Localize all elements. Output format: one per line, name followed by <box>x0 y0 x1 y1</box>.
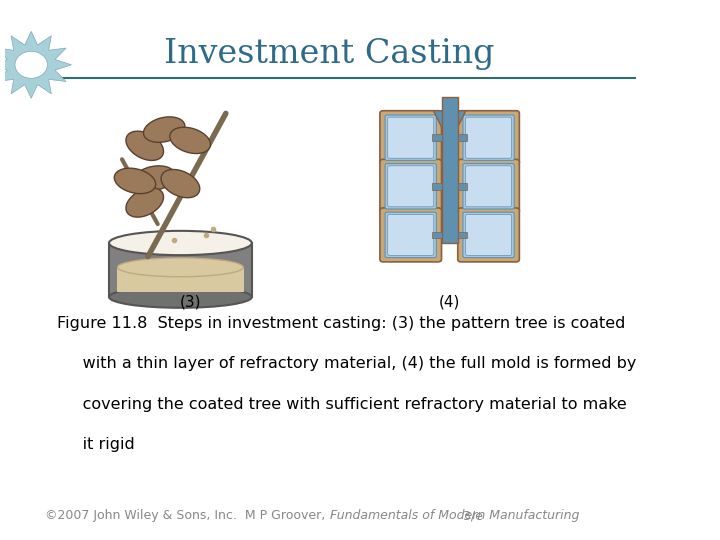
FancyBboxPatch shape <box>466 166 512 207</box>
Text: ©2007 John Wiley & Sons, Inc.  M P Groover,: ©2007 John Wiley & Sons, Inc. M P Groove… <box>45 509 330 522</box>
FancyBboxPatch shape <box>385 115 436 160</box>
FancyBboxPatch shape <box>387 166 433 207</box>
Polygon shape <box>458 183 467 190</box>
Polygon shape <box>432 232 441 238</box>
FancyBboxPatch shape <box>463 164 514 209</box>
FancyBboxPatch shape <box>466 214 512 255</box>
Text: 3/e: 3/e <box>459 509 483 522</box>
FancyBboxPatch shape <box>458 159 519 213</box>
Polygon shape <box>432 134 441 141</box>
Ellipse shape <box>109 286 252 308</box>
Polygon shape <box>126 188 163 217</box>
FancyBboxPatch shape <box>458 111 519 165</box>
Polygon shape <box>117 267 244 292</box>
Polygon shape <box>109 243 252 297</box>
Text: covering the coated tree with sufficient refractory material to make: covering the coated tree with sufficient… <box>57 397 627 412</box>
FancyBboxPatch shape <box>385 212 436 258</box>
Polygon shape <box>432 183 441 190</box>
Text: Fundamentals of Modern Manufacturing: Fundamentals of Modern Manufacturing <box>330 509 579 522</box>
Polygon shape <box>161 170 199 198</box>
Polygon shape <box>458 134 467 141</box>
Text: with a thin layer of refractory material, (4) the full mold is formed by: with a thin layer of refractory material… <box>57 356 636 372</box>
Ellipse shape <box>109 231 252 255</box>
FancyBboxPatch shape <box>466 117 512 158</box>
Polygon shape <box>143 117 185 143</box>
FancyBboxPatch shape <box>385 164 436 209</box>
FancyBboxPatch shape <box>463 115 514 160</box>
Polygon shape <box>441 97 458 243</box>
Polygon shape <box>126 131 163 160</box>
Text: Figure 11.8  Steps in investment casting: (3) the pattern tree is coated: Figure 11.8 Steps in investment casting:… <box>57 316 626 331</box>
Polygon shape <box>458 232 467 238</box>
Polygon shape <box>114 168 156 194</box>
Ellipse shape <box>117 258 243 276</box>
Text: Investment Casting: Investment Casting <box>164 38 495 70</box>
FancyBboxPatch shape <box>463 212 514 258</box>
Circle shape <box>15 51 48 78</box>
FancyBboxPatch shape <box>380 159 441 213</box>
Polygon shape <box>433 111 466 127</box>
FancyBboxPatch shape <box>380 208 441 262</box>
FancyBboxPatch shape <box>387 117 433 158</box>
Text: it rigid: it rigid <box>57 437 135 453</box>
FancyBboxPatch shape <box>387 214 433 255</box>
FancyBboxPatch shape <box>380 111 441 165</box>
Text: (3): (3) <box>179 294 201 309</box>
Polygon shape <box>170 127 210 153</box>
Polygon shape <box>133 166 176 191</box>
FancyBboxPatch shape <box>458 208 519 262</box>
Text: (4): (4) <box>439 294 460 309</box>
Polygon shape <box>0 31 71 98</box>
